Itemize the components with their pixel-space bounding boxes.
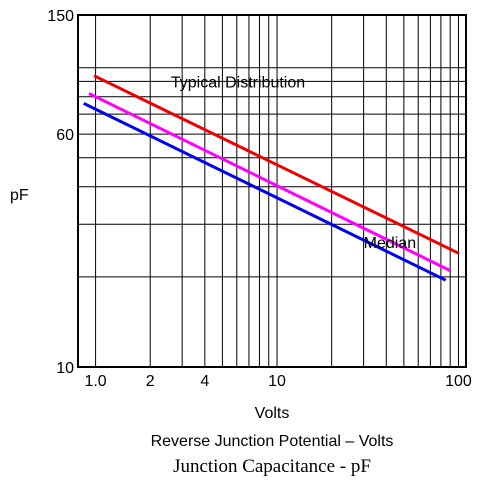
series-lines — [83, 74, 460, 282]
series-line-2 — [88, 92, 451, 272]
annotations: Typical Distribution Median — [171, 74, 416, 252]
chart-caption: Junction Capacitance - pF — [173, 456, 371, 477]
grid — [78, 15, 466, 367]
annotation-label: Median — [364, 235, 416, 252]
x-tick-label: 2 — [146, 373, 155, 390]
tick-labels: 1.0 2 4 10 100 10 60 150 — [47, 8, 472, 390]
annotation-label: Typical Distribution — [171, 74, 305, 91]
plot-frame — [77, 14, 467, 368]
x-tick-label: 4 — [200, 373, 209, 390]
y-tick-label: 60 — [56, 127, 74, 144]
x-axis-subtitle: Reverse Junction Potential – Volts — [151, 433, 394, 450]
series-line-3 — [83, 102, 447, 282]
x-tick-label: 100 — [445, 373, 472, 390]
x-axis-label: Volts — [255, 405, 290, 422]
x-tick-label: 1.0 — [84, 373, 106, 390]
series-line-1 — [93, 74, 460, 255]
y-tick-label: 10 — [56, 360, 74, 377]
x-tick-label: 10 — [268, 373, 286, 390]
y-axis-label: pF — [10, 187, 29, 204]
y-tick-label: 150 — [47, 8, 74, 25]
